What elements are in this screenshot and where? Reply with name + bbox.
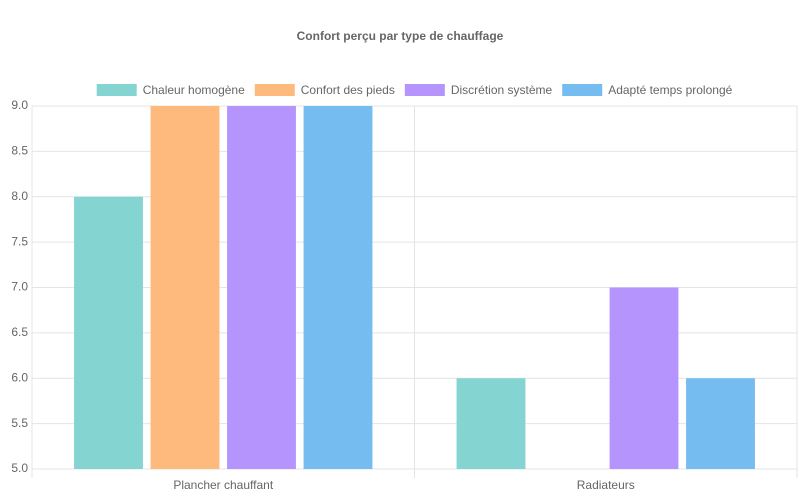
bar — [74, 196, 143, 469]
y-tick-label: 5.0 — [11, 461, 28, 475]
bar — [456, 378, 526, 469]
y-tick-label: 8.0 — [11, 189, 28, 203]
bar — [150, 106, 220, 469]
bar — [609, 287, 679, 469]
chart-title: Confort perçu par type de chauffage — [297, 29, 504, 43]
bar — [227, 106, 296, 469]
y-tick-label: 7.0 — [11, 280, 28, 294]
y-tick-label: 5.5 — [11, 416, 28, 430]
legend-label: Confort des pieds — [301, 83, 395, 97]
y-tick-label: 6.0 — [11, 370, 28, 384]
y-tick-label: 8.5 — [11, 144, 28, 158]
y-tick-label: 7.5 — [11, 234, 28, 248]
legend-label: Discrétion système — [451, 83, 553, 97]
bar — [303, 106, 373, 469]
legend-swatch — [254, 84, 295, 96]
y-tick-label: 9.0 — [11, 98, 28, 112]
x-tick-label: Radiateurs — [577, 478, 635, 492]
legend-swatch — [404, 84, 445, 96]
y-tick-label: 6.5 — [11, 325, 28, 339]
legend-swatch — [562, 84, 603, 96]
legend-swatch — [96, 84, 137, 96]
legend-label: Adapté temps prolongé — [608, 83, 732, 97]
x-tick-label: Plancher chauffant — [173, 478, 274, 492]
legend-label: Chaleur homogène — [143, 83, 245, 97]
bar — [686, 378, 755, 469]
